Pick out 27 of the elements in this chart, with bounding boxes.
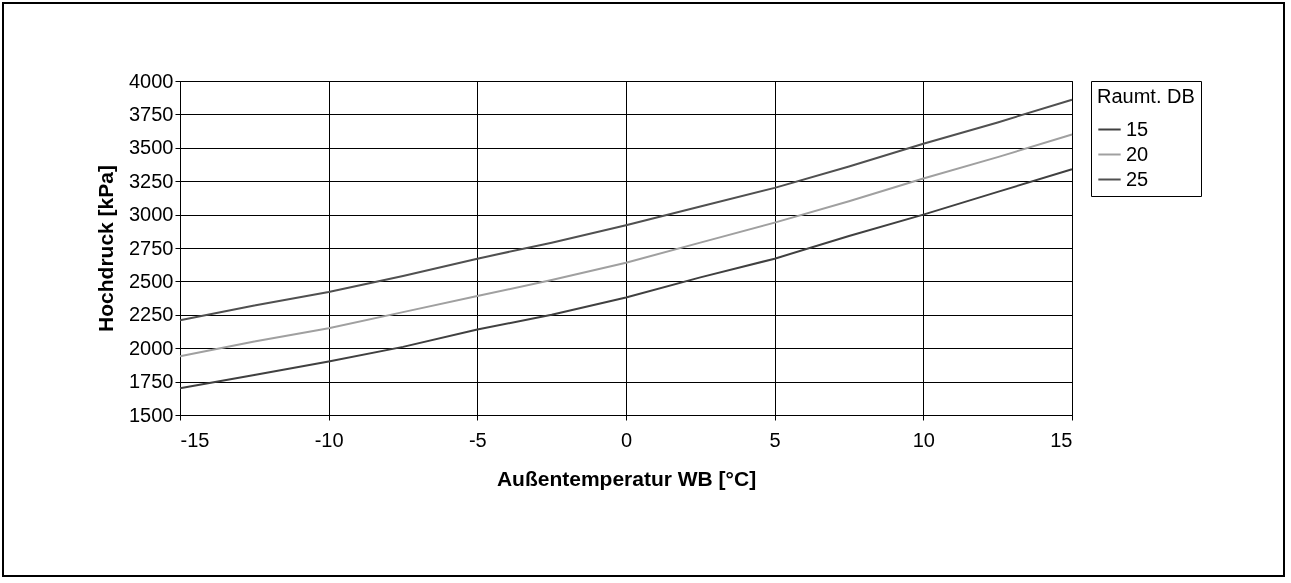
x-tick-label: -15 <box>180 428 210 451</box>
x-axis-title: Außentemperatur WB [°C] <box>496 466 757 490</box>
line-series <box>179 168 1073 390</box>
y-tick-label: 4000 <box>129 69 174 92</box>
y-tick-label: 3000 <box>129 203 174 226</box>
legend-title: Raumt. DB <box>1097 85 1195 107</box>
y-tick-label: 3500 <box>129 136 174 159</box>
x-tick-label: 15 <box>1050 428 1073 451</box>
line-series <box>179 98 1073 322</box>
x-tick-label: -5 <box>468 428 487 451</box>
y-axis-title: Hochdruck [kPa] <box>94 165 118 332</box>
y-tick-label: 3250 <box>129 169 174 192</box>
x-tick-label: 10 <box>912 428 935 451</box>
y-tick-label: 2000 <box>129 336 174 359</box>
line-series <box>179 133 1073 358</box>
legend-label: 20 <box>1126 142 1149 165</box>
y-tick-label: 1750 <box>129 370 174 393</box>
legend-label: 25 <box>1126 167 1149 190</box>
y-tick-label: 3750 <box>129 102 174 125</box>
y-tick-label: 2250 <box>129 303 174 326</box>
legend-label: 15 <box>1126 117 1149 140</box>
x-tick-label: -10 <box>314 428 344 451</box>
y-tick-label: 2500 <box>129 269 174 292</box>
x-tick-label: 0 <box>620 428 633 451</box>
y-tick-label: 1500 <box>129 403 174 426</box>
x-tick-label: 5 <box>769 428 781 451</box>
y-tick-label: 2750 <box>129 236 174 259</box>
